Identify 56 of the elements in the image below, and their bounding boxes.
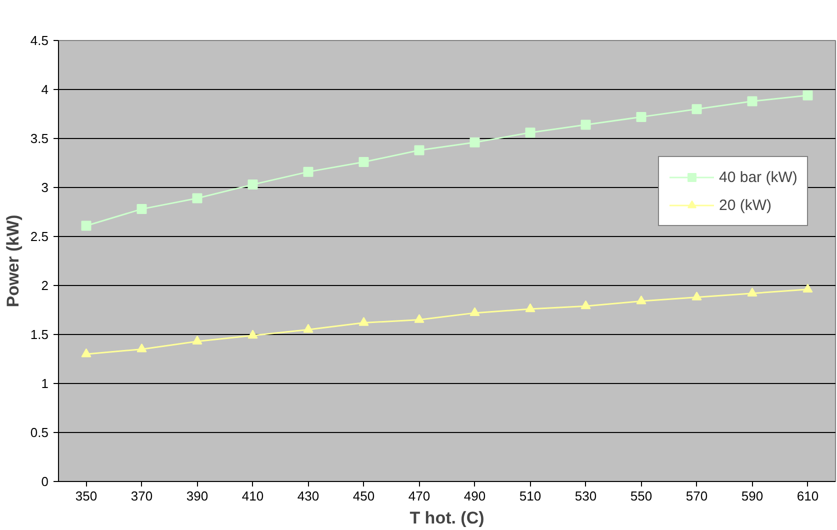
point (303, 324, 314, 333)
x-tick-label: 390 (186, 488, 208, 504)
point (192, 193, 202, 204)
point (470, 137, 480, 148)
x-tick-label: 550 (630, 488, 652, 504)
x-tick-label: 410 (242, 488, 264, 504)
y-tick-label: 0 (41, 474, 49, 489)
point (414, 145, 424, 156)
point (692, 292, 702, 300)
point (303, 166, 314, 177)
point (747, 288, 758, 296)
point (580, 120, 591, 130)
x-tick-label: 470 (408, 488, 430, 504)
point (636, 295, 646, 304)
point (358, 157, 369, 168)
point (580, 300, 591, 310)
point (136, 344, 147, 352)
point (525, 303, 536, 312)
y-tick-label: 1 (41, 376, 49, 391)
x-tick-label: 430 (297, 488, 320, 504)
x-tick-label: 350 (75, 488, 98, 504)
x-tick-label: 370 (130, 488, 153, 504)
x-tick-label: 530 (574, 488, 597, 504)
point (81, 348, 92, 358)
point (636, 112, 646, 122)
y-tick-label: 4 (41, 82, 49, 97)
x-tick-label: 450 (352, 488, 375, 504)
point (414, 314, 424, 323)
point (248, 330, 258, 339)
x-tick-label: 590 (741, 488, 764, 504)
x-axis-title: T hot. (C) (410, 508, 484, 528)
x-tick-label: 570 (686, 488, 708, 504)
point (802, 284, 813, 293)
point (248, 180, 258, 190)
y-tick-label: 3 (41, 180, 49, 195)
y-tick-label: 2.5 (30, 229, 49, 244)
y-tick-label: 1.5 (30, 327, 49, 342)
point (81, 220, 92, 231)
point (525, 128, 536, 138)
point (747, 96, 758, 106)
point (692, 104, 702, 114)
point (470, 307, 480, 316)
y-tick-label: 3.5 (30, 131, 49, 146)
point (136, 204, 147, 214)
y-tick-label: 2 (41, 278, 49, 293)
point (802, 90, 813, 100)
y-tick-label: 4.5 (30, 33, 49, 48)
y-tick-label: 0.5 (30, 425, 49, 440)
point (192, 336, 202, 344)
x-tick-label: 510 (519, 488, 542, 504)
point (358, 317, 369, 326)
x-tick-label: 610 (796, 488, 819, 504)
y-axis-title: Power (kW) (3, 214, 22, 308)
legend-label: 40 bar (kW) (719, 168, 798, 186)
legend-label: 20 (kW) (719, 196, 772, 214)
x-tick-label: 490 (464, 488, 486, 504)
